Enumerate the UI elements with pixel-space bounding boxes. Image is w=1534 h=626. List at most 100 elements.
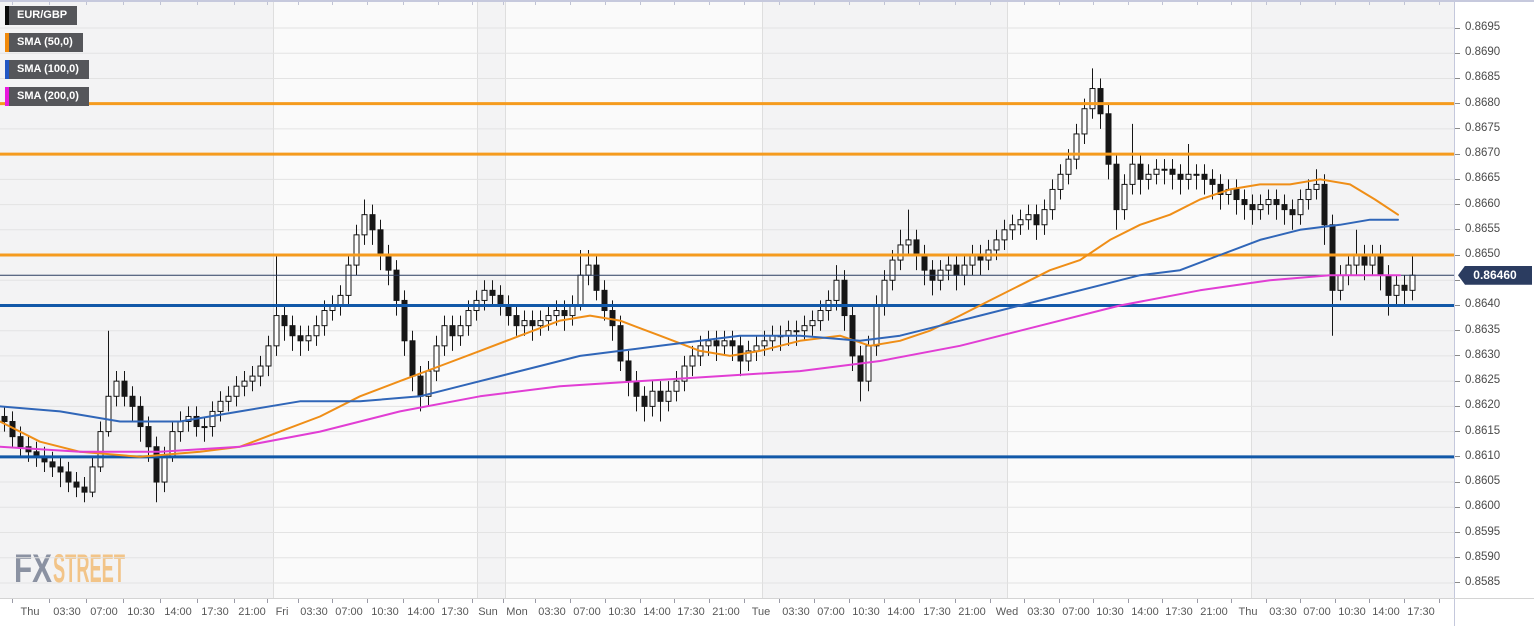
price-axis-label: 0.8625 — [1465, 374, 1501, 387]
price-axis-tick — [1455, 355, 1460, 357]
price-axis-tick — [1455, 279, 1460, 281]
day-axis-label: Sun — [478, 606, 498, 618]
time-axis-tick — [472, 599, 473, 603]
time-axis-tick — [990, 599, 991, 603]
top-axis-tick — [955, 2, 956, 5]
time-axis-tick — [955, 599, 956, 603]
price-axis-label: 0.8655 — [1465, 222, 1501, 235]
time-axis-tick — [1024, 599, 1025, 603]
top-axis-tick — [332, 2, 333, 5]
time-axis-label: 21:00 — [712, 606, 740, 618]
time-axis-tick — [1439, 599, 1440, 603]
time-axis-label: 10:30 — [371, 606, 399, 618]
time-axis-tick — [779, 599, 780, 603]
top-axis-tick — [267, 2, 268, 5]
top-axis-tick — [438, 2, 439, 5]
time-axis-tick — [884, 599, 885, 603]
day-bands — [0, 2, 1454, 598]
top-axis-tick — [884, 2, 885, 5]
price-axis-tick — [1455, 456, 1460, 458]
top-axis-tick — [367, 2, 368, 5]
price-axis-tick — [1455, 52, 1460, 54]
price-axis-tick — [1455, 532, 1460, 533]
time-axis-tick — [403, 599, 404, 603]
price-axis-label: 0.8630 — [1465, 348, 1501, 361]
legend-label: EUR/GBP — [17, 9, 68, 21]
time-axis-tick — [1197, 599, 1198, 603]
top-axis-tick — [849, 2, 850, 5]
time-axis-tick — [814, 599, 815, 603]
price-axis-tick — [1455, 330, 1460, 332]
fxstreet-watermark: FX STREET — [14, 547, 125, 591]
price-axis-label: 0.8690 — [1465, 46, 1501, 59]
time-axis-tick — [605, 599, 606, 603]
time-axis-tick — [123, 599, 124, 603]
legend-label: SMA (200,0) — [17, 90, 79, 102]
time-axis-label: 14:00 — [407, 606, 435, 618]
top-axis-tick — [298, 2, 299, 5]
price-axis-tick — [1455, 582, 1460, 584]
top-axis-tick — [1266, 2, 1267, 5]
time-axis-tick — [640, 599, 641, 603]
price-axis[interactable]: 0.86460 0.8695 0.8690 0.8685 0.8680 0.8675 0.… — [1454, 0, 1534, 626]
price-axis-label: 0.8595 — [1465, 525, 1501, 538]
day-axis-label: Thu — [1238, 606, 1258, 618]
time-axis[interactable]: Thu 03:30 07:00 10:30 14:00 17:30 21:00 Fri 03:3… — [0, 599, 1454, 626]
price-axis-tick — [1455, 506, 1460, 508]
top-axis-tick — [605, 2, 606, 5]
time-axis-label: 21:00 — [1200, 606, 1228, 618]
time-axis-tick — [1404, 599, 1405, 603]
top-axis-tick — [744, 2, 745, 5]
time-axis-label: 10:30 — [608, 606, 636, 618]
time-axis-tick — [570, 599, 571, 603]
time-axis-tick — [1369, 599, 1370, 603]
legend-item-sma-50[interactable]: SMA (50,0) — [5, 33, 83, 52]
time-axis-tick — [197, 599, 198, 603]
time-axis-tick — [1128, 599, 1129, 603]
time-axis-label: 03:30 — [1269, 606, 1297, 618]
top-axis-tick — [674, 2, 675, 5]
top-axis-tick — [570, 2, 571, 5]
legend-item-symbol[interactable]: EUR/GBP — [5, 6, 78, 25]
time-axis-label: 07:00 — [1062, 606, 1090, 618]
horizontal-levels — [0, 102, 1454, 459]
price-axis-label: 0.8635 — [1465, 323, 1501, 336]
top-axis-tick — [1404, 2, 1405, 5]
sma-line-100 — [0, 218, 1399, 423]
time-axis-label: 10:30 — [852, 606, 880, 618]
time-axis-tick — [535, 599, 536, 603]
time-axis-tick — [12, 599, 13, 603]
legend-item-sma-100[interactable]: SMA (100,0) — [5, 60, 89, 79]
time-axis-tick — [160, 599, 161, 603]
price-axis-label: 0.8665 — [1465, 172, 1501, 185]
time-axis-label: 14:00 — [643, 606, 671, 618]
time-axis-label: 07:00 — [817, 606, 845, 618]
gridlines — [0, 2, 1454, 598]
price-axis-label: 0.8675 — [1465, 121, 1501, 134]
time-axis-tick — [1300, 599, 1301, 603]
axis-separator — [0, 598, 1534, 599]
price-axis-tick — [1455, 481, 1460, 483]
price-axis-label: 0.8670 — [1465, 147, 1501, 160]
price-axis-label: 0.8585 — [1465, 575, 1501, 588]
price-axis-label: 0.8680 — [1465, 96, 1501, 109]
top-axis-tick — [197, 2, 198, 5]
time-axis-tick — [86, 599, 87, 603]
time-axis-label: 07:00 — [1303, 606, 1331, 618]
top-axis-tick — [1024, 2, 1025, 5]
legend-item-sma-200[interactable]: SMA (200,0) — [5, 87, 89, 106]
price-axis-tick — [1455, 229, 1460, 231]
price-chart-canvas[interactable]: FX STREET — [0, 0, 1454, 600]
time-axis-label: 07:00 — [573, 606, 601, 618]
chart-plot-area[interactable]: FX STREET — [0, 0, 1454, 600]
sma-line-50 — [0, 178, 1399, 458]
top-axis-tick — [160, 2, 161, 5]
top-axis-tick — [1093, 2, 1094, 5]
time-axis-label: 14:00 — [1131, 606, 1159, 618]
top-axis-tick — [709, 2, 710, 5]
indicator-legend: EUR/GBP SMA (50,0) SMA (100,0) SMA (200,0) — [5, 6, 89, 114]
watermark-street: STREET — [53, 547, 125, 591]
price-axis-label: 0.8590 — [1465, 550, 1501, 563]
time-axis-label: 21:00 — [958, 606, 986, 618]
price-axis-label: 0.8610 — [1465, 449, 1501, 462]
